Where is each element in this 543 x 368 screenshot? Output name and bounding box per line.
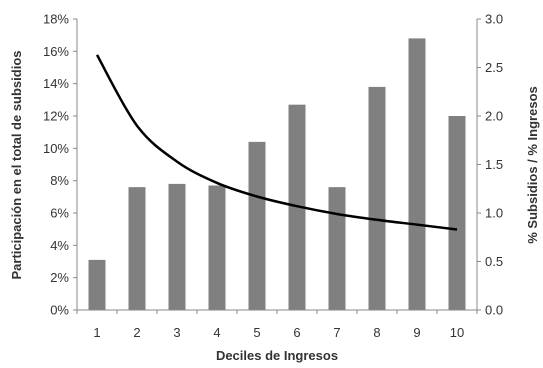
bar bbox=[448, 116, 466, 310]
x-tick-label: 1 bbox=[93, 325, 100, 340]
left-y-axis-title: Participación en el total de subsidios bbox=[9, 51, 24, 280]
left-tick-label: 12% bbox=[43, 109, 69, 124]
x-tick-label: 8 bbox=[373, 325, 380, 340]
right-tick-label: 3.0 bbox=[485, 12, 503, 27]
right-tick-label: 0.0 bbox=[485, 303, 503, 318]
right-tick-label: 1.0 bbox=[485, 206, 503, 221]
x-tick-label: 7 bbox=[333, 325, 340, 340]
right-tick-label: 1.5 bbox=[485, 157, 503, 172]
left-tick-label: 16% bbox=[43, 44, 69, 59]
left-tick-label: 4% bbox=[50, 238, 69, 253]
left-tick-label: 14% bbox=[43, 76, 69, 91]
left-tick-label: 0% bbox=[50, 303, 69, 318]
right-tick-label: 0.5 bbox=[485, 254, 503, 269]
bar bbox=[88, 259, 106, 310]
bar bbox=[128, 187, 146, 310]
left-tick-label: 10% bbox=[43, 141, 69, 156]
bar-series bbox=[88, 38, 466, 311]
bar bbox=[408, 38, 426, 311]
right-y-axis-title: % Subsidios / % Ingresos bbox=[525, 86, 540, 243]
x-tick-label: 4 bbox=[213, 325, 220, 340]
left-tick-label: 2% bbox=[50, 270, 69, 285]
right-tick-label: 2.5 bbox=[485, 60, 503, 75]
left-tick-label: 6% bbox=[50, 206, 69, 221]
bar bbox=[248, 141, 266, 310]
right-tick-label: 2.0 bbox=[485, 109, 503, 124]
left-tick-label: 18% bbox=[43, 12, 69, 27]
x-tick-label: 6 bbox=[293, 325, 300, 340]
axes bbox=[73, 18, 481, 314]
x-tick-label: 5 bbox=[253, 325, 260, 340]
x-tick-label: 2 bbox=[133, 325, 140, 340]
x-tick-label: 3 bbox=[173, 325, 180, 340]
x-tick-label: 10 bbox=[450, 325, 464, 340]
bar bbox=[328, 187, 346, 310]
bar bbox=[368, 86, 386, 311]
bar bbox=[208, 185, 226, 310]
ratio-line bbox=[95, 54, 458, 231]
tick-labels: 0% 2% 4% 6% 8% 10% 12% 14% 16% 18% 0.0 0.5 1.0 1.5 2.0… bbox=[43, 12, 503, 341]
left-tick-label: 8% bbox=[50, 173, 69, 188]
x-axis-title: Deciles de Ingresos bbox=[216, 348, 338, 363]
bar bbox=[168, 183, 186, 310]
x-tick-label: 9 bbox=[413, 325, 420, 340]
